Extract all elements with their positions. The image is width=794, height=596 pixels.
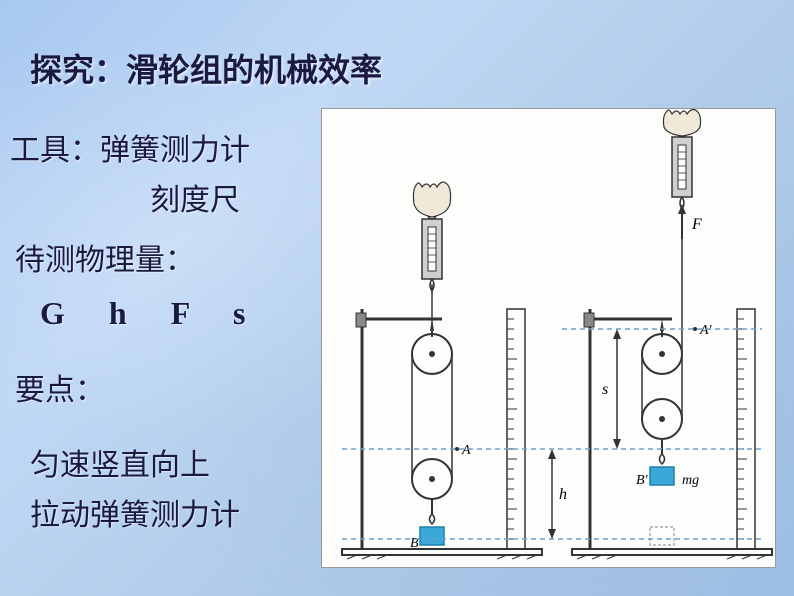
label-A-prime: A' [699, 323, 713, 338]
tools-label: 工具：弹簧测力计 [10, 125, 250, 169]
point-2: 拉动弹簧测力计 [30, 490, 240, 534]
label-mg: mg [682, 473, 699, 488]
points-label: 要点： [15, 365, 105, 409]
tool-1: 弹簧测力计 [100, 134, 250, 167]
label-B-prime: B' [636, 473, 649, 488]
quantities-values: G h F s [40, 295, 264, 332]
label-h: h [559, 486, 567, 503]
quantities-label: 待测物理量： [15, 235, 195, 279]
tools-label-text: 工具： [10, 134, 100, 167]
pulley-diagram: B A [321, 108, 776, 568]
slide-title: 探究：滑轮组的机械效率 [30, 45, 382, 91]
tool-2: 刻度尺 [150, 175, 240, 219]
point-1: 匀速竖直向上 [30, 440, 210, 484]
label-s: s [602, 381, 608, 398]
label-A: A [461, 443, 471, 458]
label-F: F [691, 216, 702, 233]
